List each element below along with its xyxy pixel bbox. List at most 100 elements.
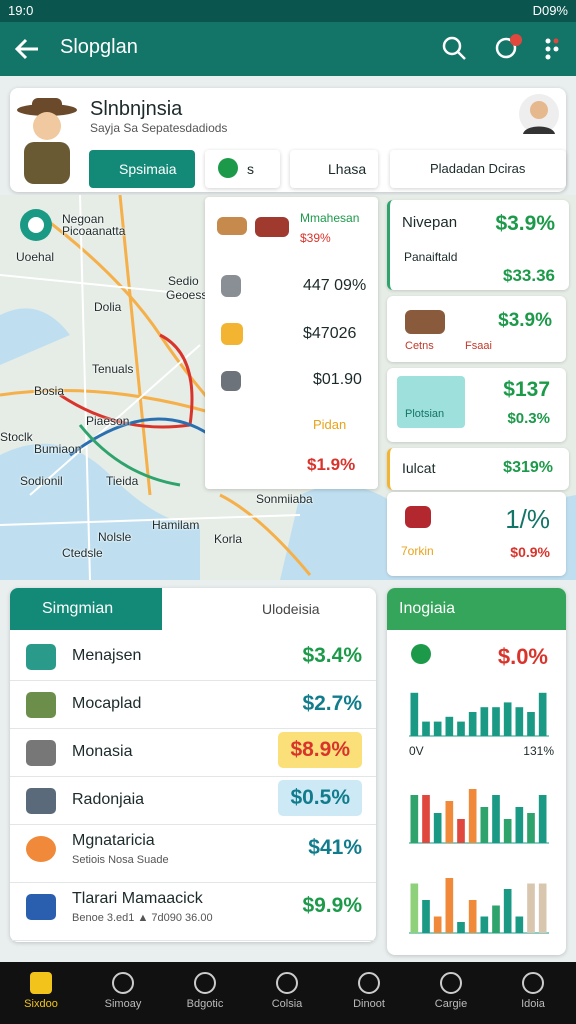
nav-label: Cargie bbox=[434, 998, 468, 1010]
nav-icon bbox=[194, 972, 216, 994]
nav-label: Idoia bbox=[521, 998, 545, 1010]
bar bbox=[503, 702, 512, 736]
nav-icon bbox=[112, 972, 134, 994]
map-label: Nolsle bbox=[98, 530, 132, 544]
nav-item[interactable]: Dinoot bbox=[328, 962, 410, 1024]
bar bbox=[433, 721, 442, 736]
map-label: Korla bbox=[214, 532, 243, 546]
list-row[interactable]: Monasia $8.9% bbox=[10, 728, 376, 777]
side-item[interactable]: 7orkin 1/% $0.9% bbox=[387, 492, 566, 576]
notifications-button[interactable] bbox=[492, 32, 524, 62]
map-label: Tieida bbox=[106, 474, 139, 488]
back-button[interactable] bbox=[14, 37, 40, 61]
nav-item[interactable]: Simoay bbox=[82, 962, 164, 1024]
bar bbox=[538, 795, 547, 843]
row-name: Mgnataricia bbox=[72, 832, 155, 849]
map-label: Sedio bbox=[168, 274, 199, 288]
list-row[interactable]: Mgnataricia Setiois Nosa Suade $41% bbox=[10, 824, 376, 883]
nav-item[interactable]: Colsia bbox=[246, 962, 328, 1024]
item-value: $33.36 bbox=[503, 266, 555, 285]
bar bbox=[492, 905, 500, 933]
filter-chip[interactable]: Pladadan Dciras bbox=[390, 150, 566, 188]
nav-icon bbox=[276, 972, 298, 994]
status-bar: 19:0 D09% bbox=[0, 0, 576, 22]
location-icon bbox=[411, 644, 431, 664]
map-label: Stoclk bbox=[0, 430, 33, 444]
map-label: Dolia bbox=[94, 300, 122, 314]
item-sub: $0.9% bbox=[510, 544, 550, 560]
bar bbox=[445, 878, 454, 933]
item-value: 1/% bbox=[505, 504, 550, 534]
nav-label: Colsia bbox=[271, 998, 303, 1010]
filter-chip[interactable]: Lhasa bbox=[290, 150, 378, 188]
item-value: $3.9% bbox=[495, 212, 555, 235]
bar bbox=[433, 813, 442, 843]
map-label: Sodionil bbox=[20, 474, 63, 488]
location-icon bbox=[218, 158, 238, 178]
map-label: Ctedsle bbox=[62, 546, 103, 560]
filter-chip[interactable]: s bbox=[205, 150, 280, 188]
item-value: $3.9% bbox=[498, 310, 552, 331]
bar bbox=[480, 707, 489, 736]
list-row[interactable]: Mocaplad $2.7% bbox=[10, 680, 376, 729]
search-button[interactable] bbox=[440, 34, 468, 62]
status-time: 19:0 bbox=[8, 3, 34, 18]
axis-label: 131% bbox=[523, 744, 554, 758]
card-header[interactable]: Inogiaia bbox=[387, 588, 566, 630]
row-value: $3.4% bbox=[302, 644, 362, 667]
filter-label: Lhasa bbox=[328, 161, 367, 177]
bar bbox=[527, 883, 535, 933]
bar bbox=[410, 692, 419, 736]
bar bbox=[538, 883, 547, 933]
tab-label: Simgmian bbox=[42, 600, 114, 617]
battery: D09% bbox=[532, 3, 568, 18]
filter-label: s bbox=[247, 161, 254, 177]
item-tag: Fsaai bbox=[465, 340, 492, 352]
map-label: Tenuals bbox=[92, 362, 134, 376]
list-row[interactable]: Tlarari Mamaacick Benoe 3.ed1 ▲ 7d090 36.… bbox=[10, 882, 376, 941]
row-value: $9.9% bbox=[302, 894, 362, 917]
nav-item[interactable]: Cargie bbox=[410, 962, 492, 1024]
user-avatar[interactable] bbox=[518, 92, 560, 136]
item-name: Cetns bbox=[405, 340, 434, 352]
menu-button[interactable] bbox=[543, 36, 563, 60]
row-value: $0.5% bbox=[278, 780, 362, 816]
profile-name: Slnbnjnsia bbox=[90, 98, 183, 120]
bar bbox=[445, 801, 454, 843]
popup-footer: Pidan bbox=[313, 417, 347, 432]
list-row[interactable]: Radonjaia $0.5% bbox=[10, 776, 376, 825]
bar bbox=[410, 883, 419, 933]
side-item[interactable]: Plotsian $137 $0.3% bbox=[387, 368, 566, 442]
bar bbox=[468, 712, 477, 736]
popup-row: $47026 bbox=[303, 325, 357, 342]
card-value: $.0% bbox=[497, 644, 548, 669]
bar bbox=[527, 712, 535, 736]
side-item[interactable]: Iulcat $319% bbox=[387, 448, 569, 490]
map-label: Piaeson bbox=[86, 414, 130, 428]
filter-chip-active[interactable]: Spsimaia bbox=[89, 150, 195, 188]
side-item[interactable]: Nivepan $3.9% Panaiftald $33.36 bbox=[387, 200, 569, 290]
tab-label[interactable]: Ulodeisia bbox=[262, 601, 320, 617]
map-label: Picoaanatta bbox=[62, 224, 126, 238]
row-name: Mocaplad bbox=[72, 695, 142, 712]
nav-item[interactable]: Bdgotic bbox=[164, 962, 246, 1024]
axis-label: 0V bbox=[409, 744, 424, 758]
map-label: Sonmiiaba bbox=[256, 492, 313, 506]
app-title: Slopglan bbox=[60, 36, 138, 58]
row-icon bbox=[26, 740, 56, 766]
bar bbox=[410, 795, 419, 843]
nav-item[interactable]: Idoia bbox=[492, 962, 574, 1024]
chart-card: Inogiaia $.0% 0V 131% bbox=[387, 588, 566, 955]
mini-charts bbox=[409, 692, 549, 934]
icon bbox=[221, 371, 241, 391]
row-icon bbox=[26, 836, 56, 862]
nav-icon bbox=[30, 972, 52, 994]
nav-item[interactable]: Sixdoo bbox=[0, 962, 82, 1024]
list-row[interactable]: Menajsen $3.4% bbox=[10, 632, 376, 681]
item-sub: $0.3% bbox=[507, 410, 550, 427]
row-sub: Setiois Nosa Suade bbox=[72, 854, 169, 866]
side-item[interactable]: Cetns Fsaai $3.9% bbox=[387, 296, 566, 362]
row-icon bbox=[26, 788, 56, 814]
bar bbox=[515, 707, 524, 736]
tab-active[interactable]: Simgmian bbox=[10, 588, 162, 630]
